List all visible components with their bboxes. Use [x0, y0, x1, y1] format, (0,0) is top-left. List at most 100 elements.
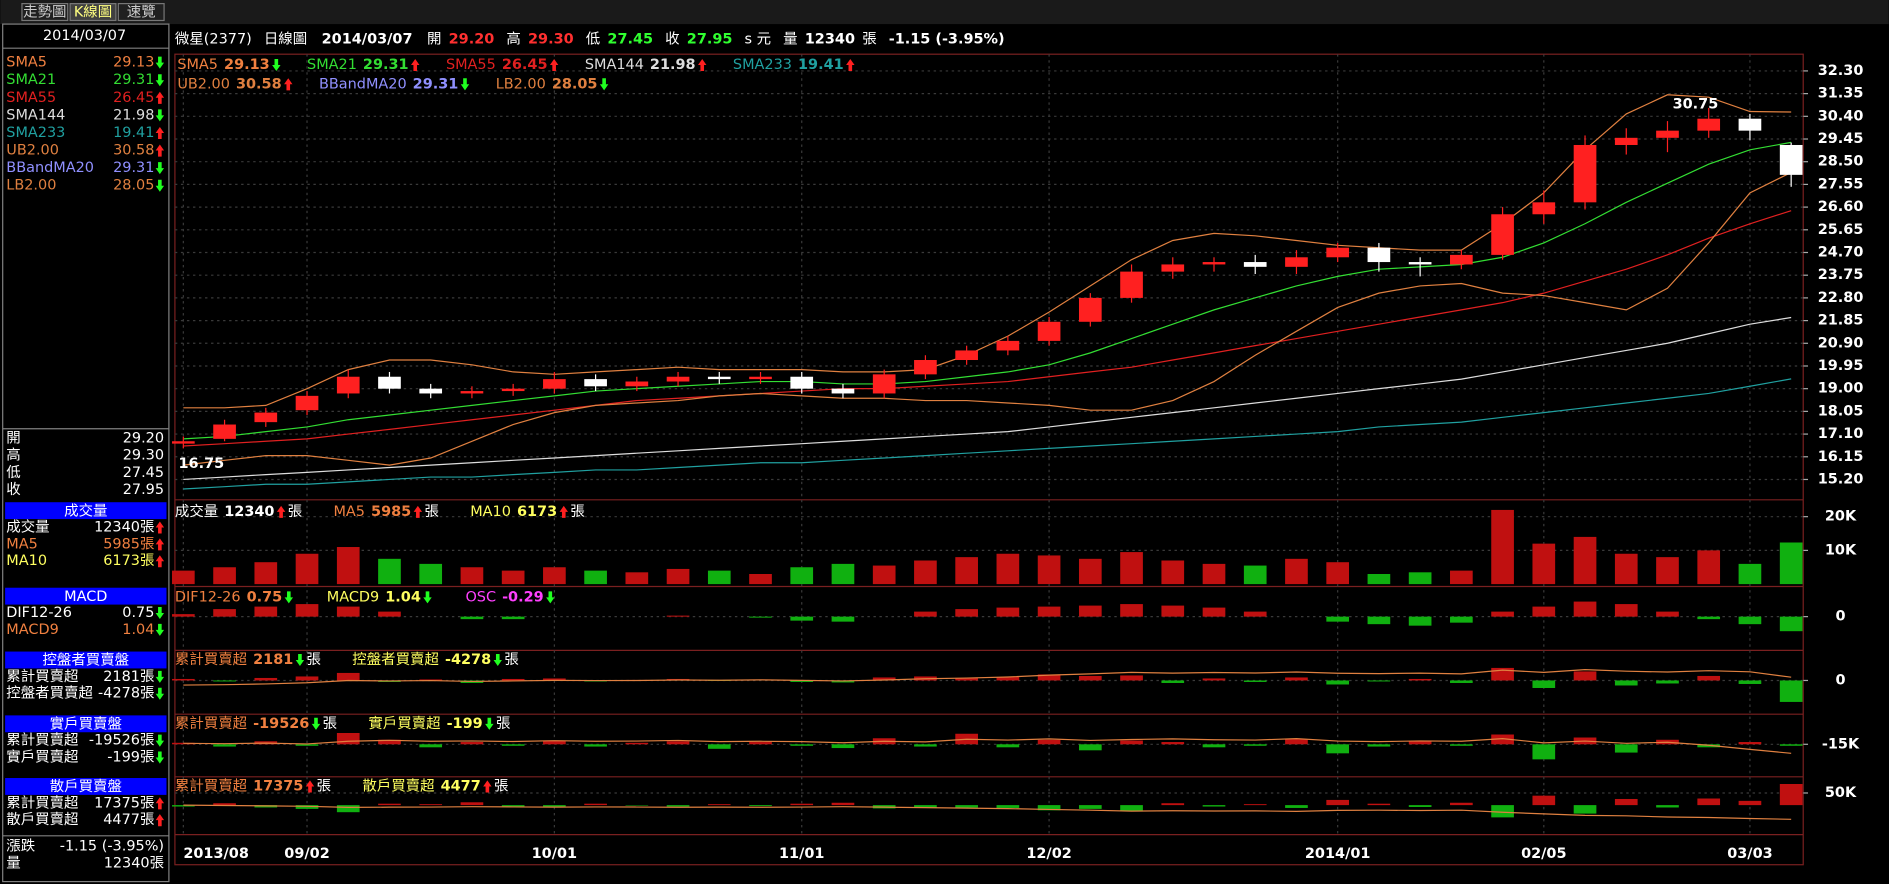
flow-bar: [213, 680, 236, 682]
flow-bar: [1243, 804, 1267, 806]
osc-bar: [1573, 601, 1597, 617]
flow-bar: [831, 802, 855, 806]
sidebar-date: 2014/03/07: [43, 28, 126, 44]
legend-unit: 張: [570, 504, 584, 520]
arrow: [295, 653, 305, 667]
y-tick-label: 24.70: [1818, 244, 1864, 260]
volume-bar: [336, 547, 360, 585]
tab[interactable]: [69, 3, 117, 22]
sidebar-value: 28.05: [113, 178, 154, 194]
volume-bar: [790, 567, 814, 585]
osc-bar: [1037, 606, 1061, 617]
tab[interactable]: [21, 3, 69, 22]
section-header: [5, 715, 167, 733]
flow-bar: [172, 805, 195, 807]
legend-name: MA5: [333, 504, 365, 520]
osc-bar: [749, 616, 772, 618]
volume-bar: [914, 560, 937, 585]
sidebar-label: SMA5: [6, 55, 47, 71]
arrow: [155, 179, 165, 192]
volume-bar: [666, 568, 690, 585]
legend-name: SMA233: [733, 57, 792, 73]
flow-bar: [1120, 740, 1143, 745]
sidebar-value: 2181張: [103, 669, 154, 685]
candle-body: [543, 379, 566, 389]
arrow: [493, 653, 502, 667]
arrow: [155, 521, 165, 534]
arrow: [155, 687, 165, 700]
legend-unit: 張: [424, 504, 438, 520]
flow-bar: [1491, 805, 1514, 818]
volume-bar: [213, 567, 236, 585]
legend-value: 29.31: [363, 57, 409, 73]
tab-bar: [0, 0, 1889, 25]
tab[interactable]: [117, 3, 165, 22]
section-title: 實戶買賣盤: [50, 714, 122, 732]
flow-bar: [1779, 744, 1803, 746]
candle-body: [955, 350, 978, 361]
candle-body: [872, 374, 896, 394]
flow-bar: [460, 742, 484, 745]
sidebar-value: 12340張: [94, 520, 154, 536]
legend-name: BBandMA20: [319, 76, 407, 92]
volume-bar: [543, 567, 566, 585]
sidebar-value: 27.45: [123, 465, 164, 481]
legend-unit: 張: [494, 778, 508, 794]
sidebar-value: 26.45: [113, 90, 154, 106]
y-tick-label: 50K: [1825, 785, 1857, 801]
flow-bar: [1367, 744, 1391, 747]
section-header: [5, 778, 167, 795]
sidebar-value: 27.95: [123, 482, 164, 498]
flow-bar: [419, 679, 443, 681]
flow-bar: [1078, 675, 1102, 681]
flow-bar: [1656, 805, 1679, 808]
candle-body: [295, 395, 319, 411]
flow-bar: [872, 677, 896, 681]
legend-unit: 張: [317, 778, 331, 794]
volume-bar: [1120, 552, 1143, 585]
legend-value: 1.04: [385, 589, 421, 605]
y-tick-label: 17.10: [1818, 426, 1864, 442]
legend-unit: 張: [504, 652, 518, 668]
legend-name: SMA55: [446, 57, 496, 73]
sidebar-value: 1.04: [122, 622, 154, 638]
osc-bar: [1697, 616, 1721, 620]
flow-bar: [914, 805, 937, 808]
flow-bar: [1078, 805, 1102, 809]
header-text: 27.45: [607, 32, 653, 48]
candle-body: [172, 441, 195, 444]
sidebar-value: -1.15 (-3.95%): [60, 839, 164, 855]
osc-bar: [378, 611, 401, 617]
flow-bar: [460, 802, 484, 806]
sidebar-label: 高: [6, 447, 20, 464]
flow-bar: [1408, 805, 1432, 808]
arrow: [155, 797, 165, 810]
sidebar-label: 收: [6, 481, 20, 498]
candle-body: [419, 388, 443, 394]
legend-value: 29.31: [413, 76, 459, 92]
arrow: [155, 126, 165, 139]
flow-bar: [1779, 783, 1803, 806]
osc-bar: [213, 609, 236, 617]
legend-value: 4477: [441, 778, 481, 794]
volume-bar: [872, 565, 896, 585]
flow-bar: [955, 805, 978, 808]
osc-bar: [1202, 607, 1226, 617]
volume-bar: [1532, 543, 1556, 585]
header-text: 12340: [805, 32, 855, 48]
flow-bar: [996, 744, 1020, 748]
volume-bar: [378, 558, 401, 585]
sidebar-label: SMA233: [6, 125, 65, 141]
arrow: [413, 505, 423, 518]
header-text: 27.95: [687, 32, 733, 48]
legend-unit: 張: [323, 716, 337, 732]
legend-name: SMA21: [307, 57, 357, 73]
indicator-line: [183, 94, 1792, 409]
y-tick-label: 18.05: [1818, 403, 1864, 419]
y-tick-label: 32.30: [1818, 63, 1864, 79]
flow-bar: [213, 803, 236, 806]
flow-bar: [419, 804, 443, 806]
flow-bar: [1614, 680, 1638, 686]
osc-bar: [1614, 604, 1638, 617]
candle-body: [501, 388, 525, 392]
